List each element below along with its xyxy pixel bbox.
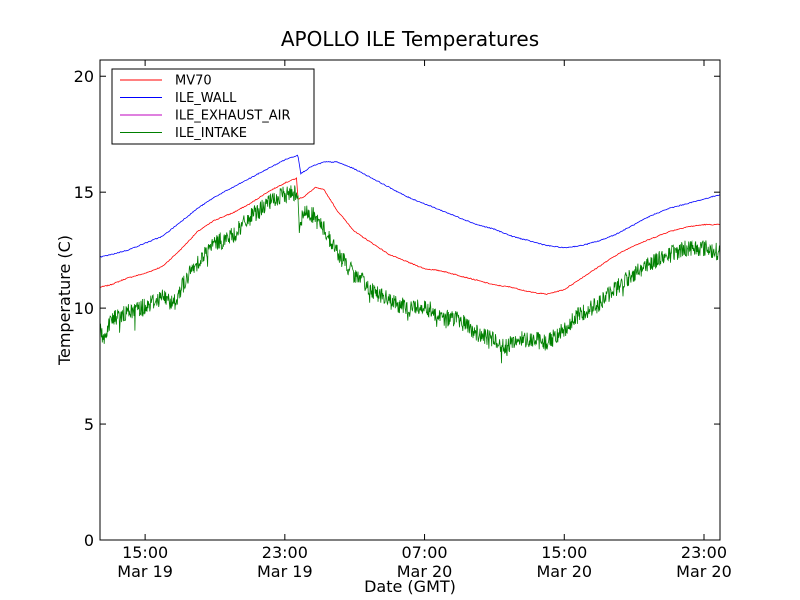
chart-title: APOLLO ILE Temperatures — [281, 27, 539, 51]
legend-label: ILE_INTAKE — [175, 126, 247, 141]
x-axis-title: Date (GMT) — [364, 577, 456, 596]
series-line-ile-wall — [99, 154, 721, 258]
y-axis-title: Temperature (C) — [55, 235, 74, 366]
y-tick-label: 0 — [84, 531, 94, 550]
y-tick-label: 5 — [84, 415, 94, 434]
x-tick-label-date: Mar 20 — [676, 562, 732, 581]
legend-label: ILE_WALL — [175, 91, 237, 106]
x-tick-label-date: Mar 19 — [257, 562, 313, 581]
x-tick-label-time: 23:00 — [262, 543, 308, 562]
legend-entries: MV70 ILE_WALL ILE_EXHAUST_AIR ILE_INTAKE — [120, 74, 291, 141]
series-line-ile-intake — [99, 185, 721, 364]
x-tick-label-date: Mar 20 — [536, 562, 592, 581]
x-tick-label-time: 07:00 — [401, 543, 447, 562]
y-tick-label: 10 — [74, 299, 94, 318]
series-line-mv70 — [100, 177, 721, 295]
plot-lines — [99, 154, 721, 364]
y-tick-label: 20 — [74, 67, 94, 86]
x-tick-label-date: Mar 20 — [397, 562, 453, 581]
legend: MV70 ILE_WALL ILE_EXHAUST_AIR ILE_INTAKE — [111, 68, 315, 145]
y-tick-label: 15 — [74, 183, 94, 202]
x-tick-label-date: Mar 19 — [117, 562, 173, 581]
x-tick-label-time: 23:00 — [681, 543, 727, 562]
legend-label: ILE_EXHAUST_AIR — [175, 109, 291, 124]
y-axis-ticks: 0 5 10 15 20 — [74, 67, 720, 550]
x-tick-label-time: 15:00 — [541, 543, 587, 562]
legend-label: MV70 — [175, 74, 212, 89]
plot-frame — [99, 59, 721, 541]
legend-box — [111, 68, 315, 145]
x-tick-label-time: 15:00 — [122, 543, 168, 562]
